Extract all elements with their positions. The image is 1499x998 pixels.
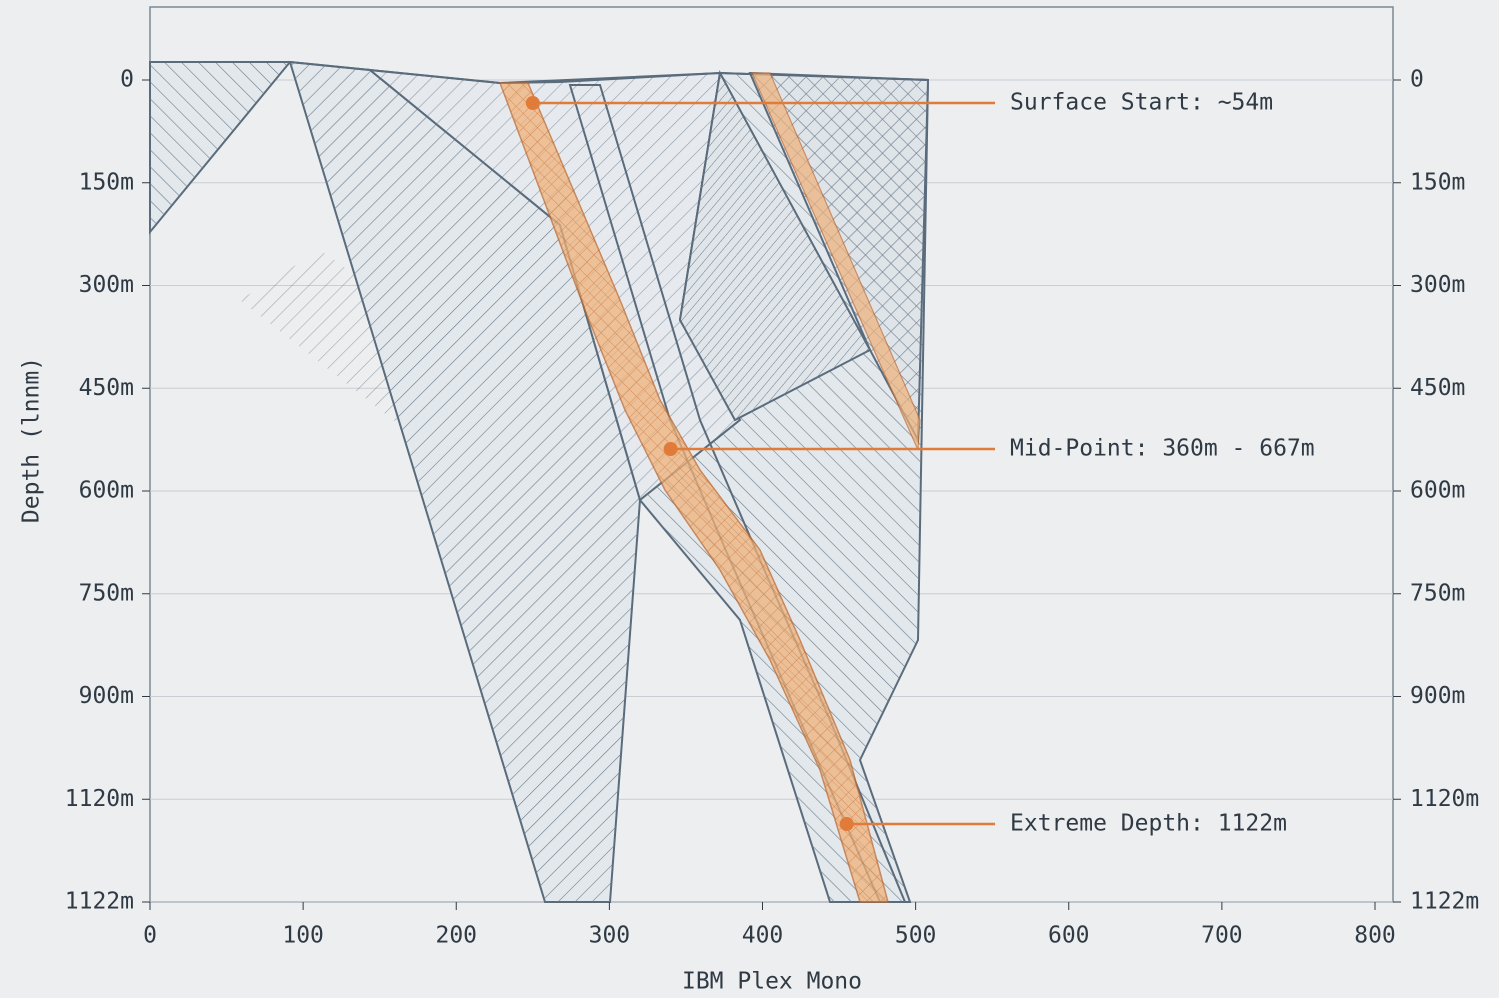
y2-tick-label: 1122m xyxy=(1410,889,1479,915)
y2-tick-label: 150m xyxy=(1410,169,1465,195)
annotation-marker xyxy=(663,442,678,456)
annotation-marker xyxy=(525,96,540,110)
x-tick-label: 400 xyxy=(742,923,784,949)
x-tick-label: 600 xyxy=(1048,923,1090,949)
y-tick-label: 300m xyxy=(79,272,134,298)
y2-tick-label: 450m xyxy=(1410,375,1465,401)
y-tick-label: 900m xyxy=(79,683,134,709)
x-tick-label: 100 xyxy=(282,923,324,949)
annotation-text: Surface Start: ~54m xyxy=(1010,90,1273,116)
annotation-text: Mid-Point: 360m - 667m xyxy=(1010,436,1315,462)
x-axis-label: IBM Plex Mono xyxy=(682,969,862,995)
y-tick-label: 150m xyxy=(79,169,134,195)
x-tick-label: 800 xyxy=(1354,923,1396,949)
y-tick-label: 1122m xyxy=(65,889,134,915)
y2-tick-label: 750m xyxy=(1410,580,1465,606)
y2-tick-label: 300m xyxy=(1410,272,1465,298)
x-tick-label: 300 xyxy=(589,923,631,949)
x-tick-label: 200 xyxy=(435,923,477,949)
y-tick-label: 450m xyxy=(79,375,134,401)
y2-tick-label: 1120m xyxy=(1410,786,1479,812)
annotation-marker xyxy=(839,817,854,831)
y-tick-label: 600m xyxy=(79,478,134,504)
ore-veins xyxy=(498,72,921,903)
annotation-text: Extreme Depth: 1122m xyxy=(1010,811,1287,837)
x-tick-label: 700 xyxy=(1201,923,1243,949)
x-tick-label: 0 xyxy=(143,923,157,949)
y-tick-label: 0 xyxy=(120,67,134,93)
x-tick-label: 500 xyxy=(895,923,937,949)
y2-tick-label: 900m xyxy=(1410,683,1465,709)
y-tick-label: 750m xyxy=(79,580,134,606)
y-tick-label: 1120m xyxy=(65,786,134,812)
y2-tick-label: 600m xyxy=(1410,478,1465,504)
y-axis-label: Depth (lnnm) xyxy=(19,357,45,523)
y2-tick-label: 0 xyxy=(1410,67,1424,93)
